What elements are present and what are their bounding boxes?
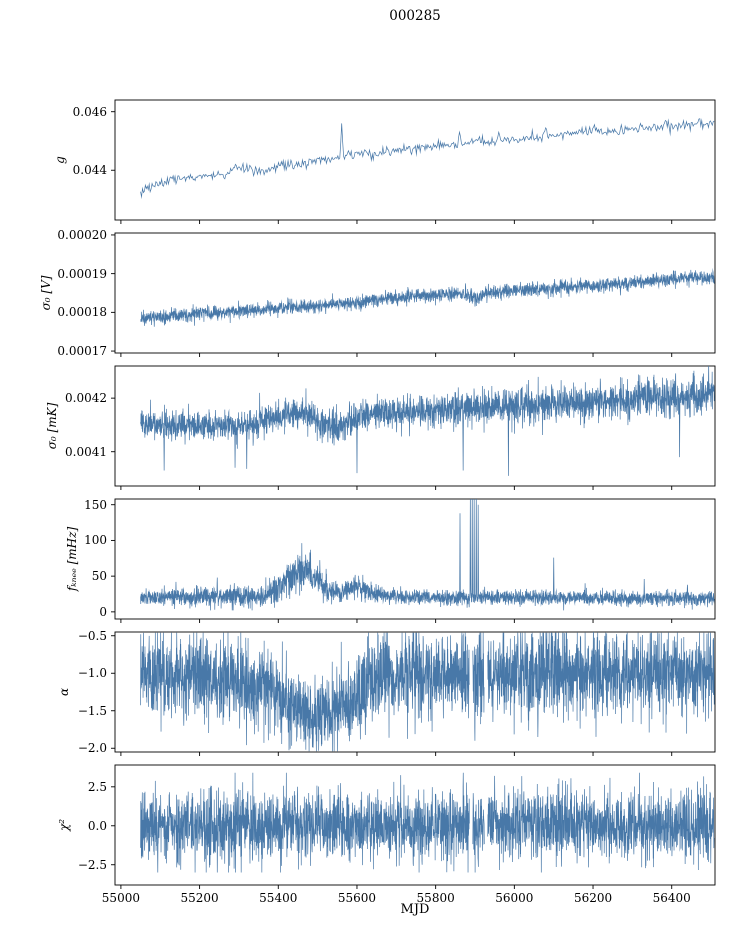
y-axis-label: σ₀ [V] — [39, 275, 53, 311]
y-tick-label: 150 — [84, 497, 107, 512]
y-axis-label: χ² — [57, 818, 71, 832]
y-axis-label: fₖₙₑₑ [mHz] — [65, 526, 79, 592]
y-tick-label: 0.046 — [72, 104, 107, 119]
x-tick-label: 56200 — [573, 891, 613, 905]
figure-title: 000285 — [389, 8, 441, 24]
y-axis-label: α — [57, 687, 71, 697]
x-tick-label: 56000 — [495, 891, 534, 905]
y-tick-label: −0.5 — [77, 628, 107, 643]
x-tick-label: 55000 — [101, 891, 140, 905]
y-tick-label: 2.5 — [87, 779, 107, 794]
y-axis-label: g — [53, 156, 67, 164]
y-tick-label: −1.0 — [77, 666, 107, 681]
y-tick-label: −2.5 — [77, 857, 107, 872]
y-tick-label: 0.00018 — [57, 305, 107, 320]
y-tick-label: −1.5 — [77, 703, 107, 718]
x-tick-label: 55600 — [337, 891, 377, 905]
x-tick-label: 55200 — [180, 891, 219, 905]
y-tick-label: 0.0041 — [65, 444, 107, 459]
y-tick-label: 0.0042 — [65, 391, 107, 406]
x-tick-label: 56400 — [652, 891, 691, 905]
y-tick-label: −2.0 — [77, 741, 107, 756]
y-tick-label: 0.00019 — [57, 266, 107, 281]
y-tick-label: 0.044 — [72, 163, 107, 178]
y-tick-label: 0.00020 — [57, 227, 107, 242]
x-tick-label: 55400 — [259, 891, 298, 905]
y-tick-label: 0.0 — [87, 818, 107, 833]
y-tick-label: 0.00017 — [57, 344, 107, 359]
y-tick-label: 100 — [84, 533, 107, 548]
y-axis-label: σ₀ [mK] — [45, 402, 59, 450]
x-axis-title: MJD — [400, 902, 430, 917]
x-tick-label: 55800 — [416, 891, 455, 905]
y-tick-label: 50 — [91, 569, 107, 584]
y-tick-label: 0 — [99, 604, 107, 619]
